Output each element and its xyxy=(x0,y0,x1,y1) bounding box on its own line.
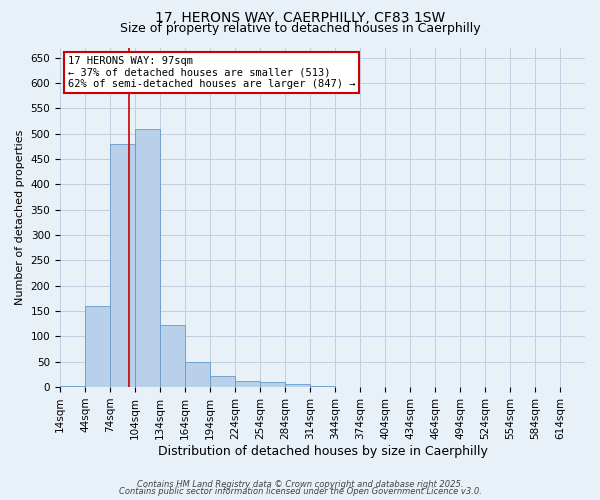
Bar xyxy=(185,362,210,387)
Text: Contains HM Land Registry data © Crown copyright and database right 2025.: Contains HM Land Registry data © Crown c… xyxy=(137,480,463,489)
Y-axis label: Number of detached properties: Number of detached properties xyxy=(15,130,25,305)
Text: 17 HERONS WAY: 97sqm
← 37% of detached houses are smaller (513)
62% of semi-deta: 17 HERONS WAY: 97sqm ← 37% of detached h… xyxy=(68,56,355,89)
Bar xyxy=(160,326,185,387)
Bar xyxy=(235,381,260,387)
Bar xyxy=(285,384,310,387)
Bar xyxy=(260,382,285,387)
Bar xyxy=(85,306,110,387)
Text: Size of property relative to detached houses in Caerphilly: Size of property relative to detached ho… xyxy=(119,22,481,35)
Bar xyxy=(60,386,85,387)
Bar xyxy=(310,386,335,387)
Text: 17, HERONS WAY, CAERPHILLY, CF83 1SW: 17, HERONS WAY, CAERPHILLY, CF83 1SW xyxy=(155,11,445,25)
Bar xyxy=(210,376,235,387)
Bar xyxy=(110,144,135,387)
Bar xyxy=(135,128,160,387)
Text: Contains public sector information licensed under the Open Government Licence v3: Contains public sector information licen… xyxy=(119,487,481,496)
X-axis label: Distribution of detached houses by size in Caerphilly: Distribution of detached houses by size … xyxy=(158,444,487,458)
